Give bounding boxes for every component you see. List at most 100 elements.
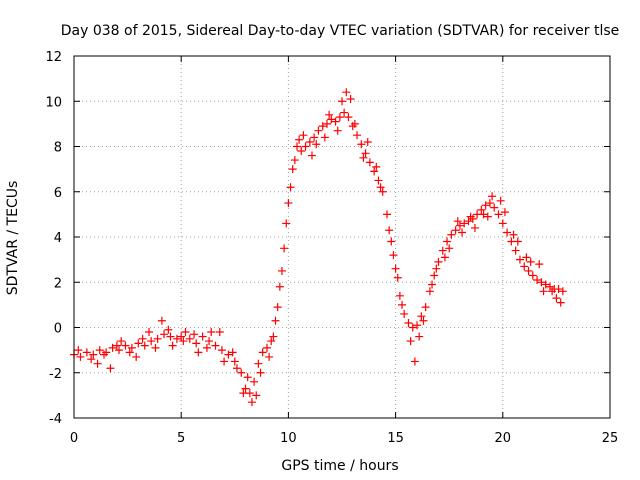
series-tlse	[70, 88, 567, 407]
data-point-179	[513, 237, 522, 246]
data-point-118	[273, 303, 282, 312]
data-point-104	[100, 350, 109, 359]
x-tick-label-20: 20	[495, 431, 512, 446]
data-point-138	[522, 253, 531, 262]
data-point-2	[82, 348, 91, 357]
y-tick-label-12: 12	[45, 50, 62, 65]
data-point-47	[327, 115, 336, 124]
data-point-137	[509, 230, 518, 239]
data-point-128	[398, 300, 407, 309]
data-point-151	[220, 357, 229, 366]
data-point-17	[179, 337, 188, 346]
data-point-41	[301, 142, 310, 151]
data-point-24	[224, 350, 233, 359]
data-point-55	[361, 149, 370, 158]
data-point-166	[363, 137, 372, 146]
data-point-146	[157, 316, 166, 325]
data-point-111	[190, 330, 199, 339]
data-point-96	[537, 278, 546, 287]
data-point-3	[89, 350, 98, 359]
data-point-183	[556, 298, 565, 307]
data-point-182	[552, 294, 561, 303]
data-point-34	[271, 316, 280, 325]
data-point-154	[247, 398, 256, 407]
data-point-161	[312, 140, 321, 149]
data-point-91	[515, 255, 524, 264]
data-point-67	[413, 321, 422, 330]
data-point-121	[307, 151, 316, 160]
data-point-178	[500, 208, 509, 217]
data-point-69	[421, 303, 430, 312]
data-point-174	[453, 217, 462, 226]
data-point-152	[232, 364, 241, 373]
data-point-170	[410, 357, 419, 366]
data-point-73	[438, 246, 447, 255]
data-point-72	[434, 257, 443, 266]
data-point-78	[460, 219, 469, 228]
data-point-135	[483, 212, 492, 221]
tick-labels-layer: 0 5 10 15 20 25 -4 -2 0 2 4 6 8 10 12	[45, 50, 618, 446]
data-point-162	[325, 110, 334, 119]
data-point-51	[344, 113, 353, 122]
data-point-153	[239, 389, 248, 398]
data-point-113	[215, 328, 224, 337]
y-tick-label-8: 8	[54, 141, 62, 156]
data-point-38	[288, 165, 297, 174]
data-point-30	[254, 359, 263, 368]
data-point-123	[333, 126, 342, 135]
data-point-129	[406, 337, 415, 346]
data-point-15	[166, 332, 175, 341]
data-point-20	[198, 332, 207, 341]
data-point-58	[374, 176, 383, 185]
data-point-32	[262, 343, 271, 352]
data-point-36	[280, 244, 289, 253]
data-point-39	[292, 142, 301, 151]
data-point-56	[365, 158, 374, 167]
data-point-68	[417, 312, 426, 321]
data-points-layer	[70, 88, 567, 407]
data-point-160	[299, 131, 308, 140]
data-point-86	[494, 210, 503, 219]
data-point-127	[385, 226, 394, 235]
data-point-116	[252, 391, 261, 400]
data-point-93	[524, 266, 533, 275]
data-point-106	[125, 348, 134, 357]
data-point-171	[419, 316, 428, 325]
y-tick-label-0: 0	[54, 322, 62, 337]
data-point-61	[387, 237, 396, 246]
data-point-168	[389, 251, 398, 260]
data-point-112	[202, 343, 211, 352]
data-point-107	[138, 334, 147, 343]
data-point-79	[464, 217, 473, 226]
data-point-82	[477, 205, 486, 214]
data-point-40	[297, 147, 306, 156]
data-point-92	[520, 262, 529, 271]
data-point-124	[346, 94, 355, 103]
data-point-136	[496, 196, 505, 205]
data-point-76	[451, 226, 460, 235]
y-tick-label-6: 6	[54, 186, 62, 201]
data-point-169	[393, 273, 402, 282]
data-point-1	[76, 352, 85, 361]
data-point-88	[503, 228, 512, 237]
x-axis-label: GPS time / hours	[281, 458, 398, 474]
data-point-35	[275, 282, 284, 291]
data-point-84	[485, 199, 494, 208]
data-point-18	[185, 334, 194, 343]
data-point-145	[145, 328, 154, 337]
data-point-50	[340, 108, 349, 117]
data-point-95	[533, 275, 542, 284]
data-point-16	[172, 334, 181, 343]
data-point-181	[539, 287, 548, 296]
y-tick-label--4: -4	[49, 412, 62, 427]
data-point-22	[211, 341, 220, 350]
data-point-140	[548, 287, 557, 296]
data-point-133	[458, 228, 467, 237]
data-point-59	[378, 187, 387, 196]
data-point-173	[440, 253, 449, 262]
frame-layer	[73, 55, 611, 419]
data-point-44	[314, 126, 323, 135]
data-point-63	[395, 291, 404, 300]
data-point-180	[526, 257, 535, 266]
data-point-37	[284, 199, 293, 208]
